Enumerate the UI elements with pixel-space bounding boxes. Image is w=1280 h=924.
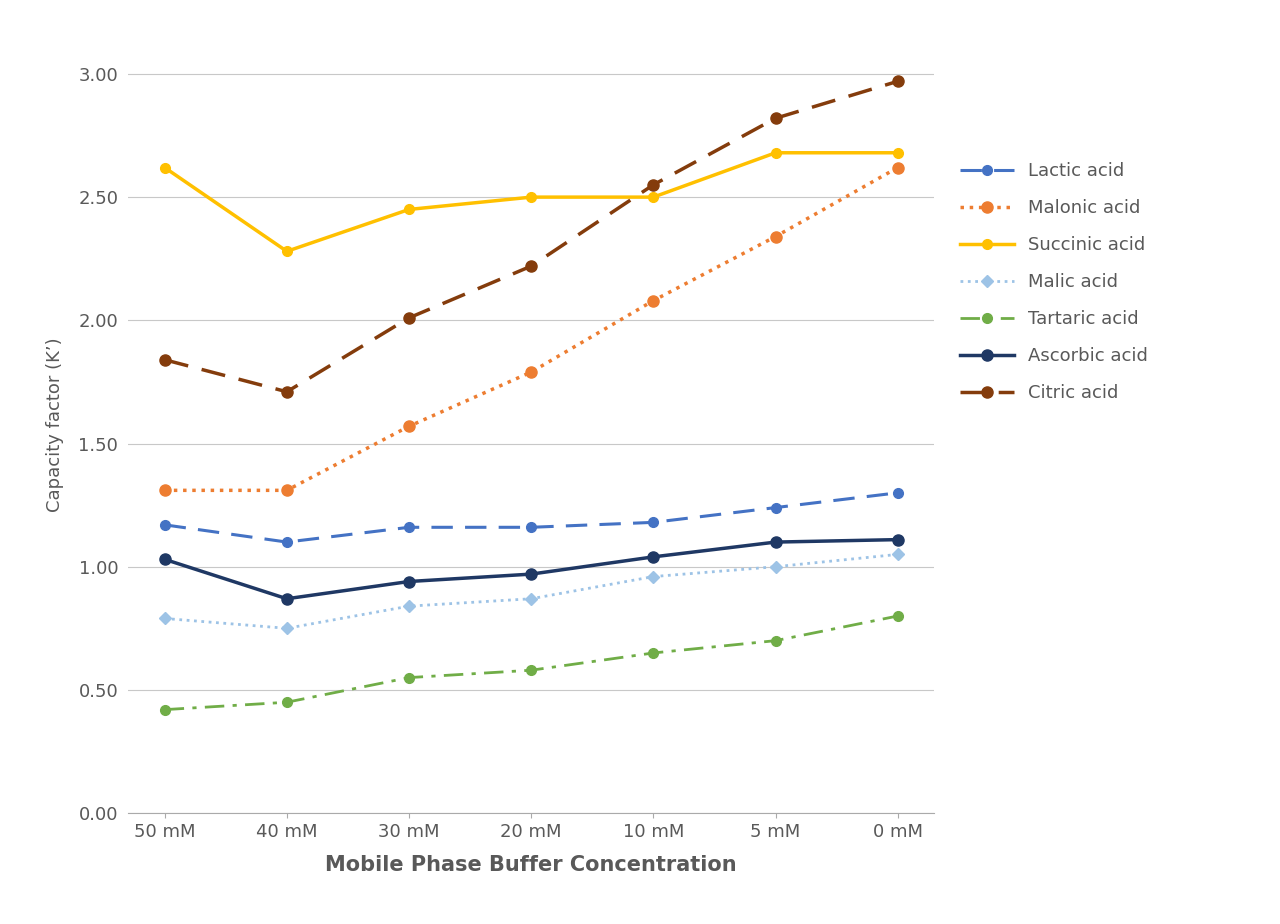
X-axis label: Mobile Phase Buffer Concentration: Mobile Phase Buffer Concentration — [325, 855, 737, 875]
Y-axis label: Capacity factor (K’): Capacity factor (K’) — [46, 338, 64, 512]
Legend: Lactic acid, Malonic acid, Succinic acid, Malic acid, Tartaric acid, Ascorbic ac: Lactic acid, Malonic acid, Succinic acid… — [960, 163, 1148, 402]
